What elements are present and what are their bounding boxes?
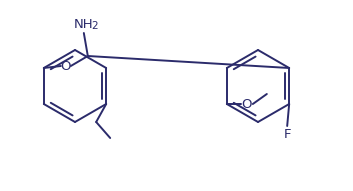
Text: O: O	[241, 97, 252, 111]
Text: O: O	[61, 60, 71, 73]
Text: 2: 2	[91, 21, 98, 31]
Text: NH: NH	[74, 18, 94, 31]
Text: F: F	[283, 128, 291, 141]
